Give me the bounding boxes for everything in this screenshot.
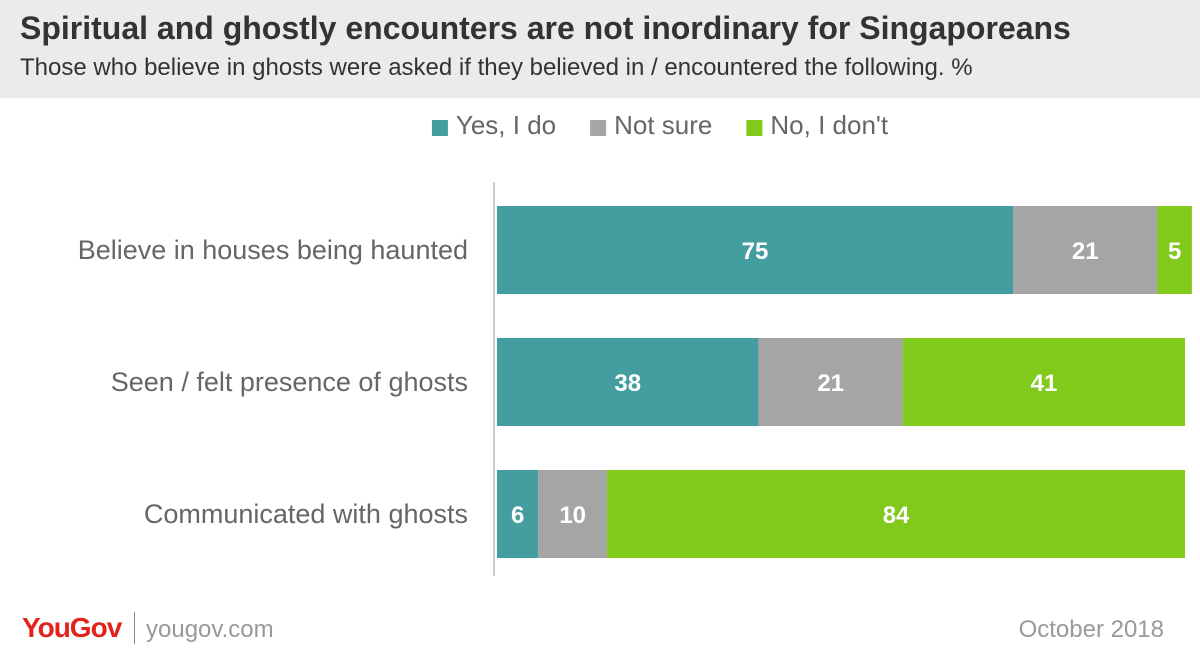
bar-no-i-don-t-1 — [1157, 206, 1192, 294]
bar-no-i-don-t-2 — [902, 338, 1185, 426]
chart-subtitle: Those who believe in ghosts were asked i… — [20, 54, 973, 81]
header-band: Spiritual and ghostly encounters are not… — [0, 0, 1200, 98]
footer-date: October 2018 — [1018, 616, 1164, 643]
chart-title: Spiritual and ghostly encounters are not… — [20, 10, 1071, 46]
category-label-seen-felt-presence-of-ghosts: Seen / felt presence of ghosts — [111, 367, 468, 397]
category-label-communicated-with-ghosts: Communicated with ghosts — [144, 499, 468, 529]
data-label-no-i-don-t-2: 41 — [1031, 370, 1058, 397]
legend-swatch-no-i-don-t — [746, 120, 763, 136]
legend-label-yes-i-do: Yes, I do — [456, 110, 556, 140]
yougov-logo: YouGov — [22, 612, 122, 643]
footer-divider — [134, 612, 135, 644]
footer-site-link: yougov.com — [146, 616, 274, 643]
category-label-believe-in-houses-being-haunted: Believe in houses being haunted — [78, 235, 468, 265]
legend-label-not-sure: Not sure — [614, 110, 712, 140]
data-label-yes-i-do-2: 38 — [614, 370, 641, 397]
bar-yes-i-do-2 — [497, 338, 759, 426]
bar-yes-i-do-1 — [497, 206, 1013, 294]
data-label-no-i-don-t-1: 5 — [1168, 238, 1181, 265]
stacked-bar-chart: Yes, I do Not sure No, I don't Believe in h… — [78, 110, 1192, 576]
legend-label-no-i-don-t: No, I don't — [770, 110, 888, 140]
bar-not-sure-2 — [758, 338, 903, 426]
bar-not-sure-3 — [538, 470, 608, 558]
data-label-not-sure-1: 21 — [1072, 238, 1099, 265]
data-label-not-sure-3: 10 — [559, 502, 586, 529]
bar-yes-i-do-3 — [497, 470, 539, 558]
legend-swatch-yes-i-do — [431, 120, 448, 136]
data-label-yes-i-do-3: 6 — [511, 502, 524, 529]
data-label-yes-i-do-1: 75 — [742, 238, 769, 265]
data-label-not-sure-2: 21 — [817, 370, 844, 397]
bar-no-i-don-t-3 — [607, 470, 1185, 558]
legend-swatch-not-sure — [590, 120, 607, 136]
data-label-no-i-don-t-3: 84 — [883, 502, 910, 529]
bar-not-sure-1 — [1013, 206, 1158, 294]
